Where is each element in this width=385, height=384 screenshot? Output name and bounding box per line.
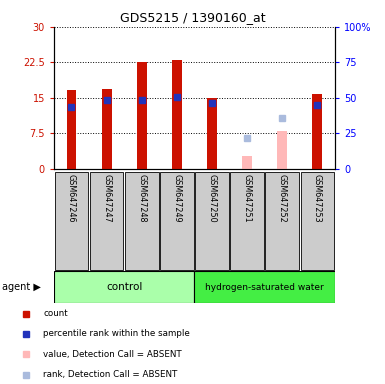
- Bar: [265, 172, 299, 270]
- Bar: [90, 172, 124, 270]
- Text: control: control: [106, 282, 142, 292]
- Text: GSM647250: GSM647250: [208, 174, 216, 222]
- Bar: [242, 156, 252, 169]
- Bar: [54, 271, 194, 303]
- Bar: [195, 172, 229, 270]
- Text: count: count: [43, 310, 68, 318]
- Text: rank, Detection Call = ABSENT: rank, Detection Call = ABSENT: [43, 370, 177, 379]
- Bar: [207, 98, 217, 169]
- Bar: [125, 172, 159, 270]
- Text: hydrogen-saturated water: hydrogen-saturated water: [205, 283, 324, 291]
- Text: GSM647248: GSM647248: [137, 174, 146, 222]
- Text: GSM647252: GSM647252: [278, 174, 287, 223]
- Bar: [55, 172, 88, 270]
- Text: value, Detection Call = ABSENT: value, Detection Call = ABSENT: [43, 349, 182, 359]
- Bar: [301, 172, 334, 270]
- Text: GSM647246: GSM647246: [67, 174, 76, 222]
- Bar: [172, 60, 182, 169]
- Text: GSM647253: GSM647253: [313, 174, 322, 222]
- Text: GDS5215 / 1390160_at: GDS5215 / 1390160_at: [120, 12, 265, 25]
- Text: agent ▶: agent ▶: [2, 282, 41, 292]
- Text: GSM647249: GSM647249: [172, 174, 181, 222]
- Bar: [102, 89, 112, 169]
- Bar: [313, 94, 322, 169]
- Bar: [277, 131, 287, 169]
- Bar: [137, 62, 147, 169]
- Bar: [67, 90, 76, 169]
- Bar: [160, 172, 194, 270]
- Text: percentile rank within the sample: percentile rank within the sample: [43, 329, 190, 338]
- Bar: [194, 271, 335, 303]
- Bar: [230, 172, 264, 270]
- Text: GSM647251: GSM647251: [243, 174, 252, 222]
- Text: GSM647247: GSM647247: [102, 174, 111, 222]
